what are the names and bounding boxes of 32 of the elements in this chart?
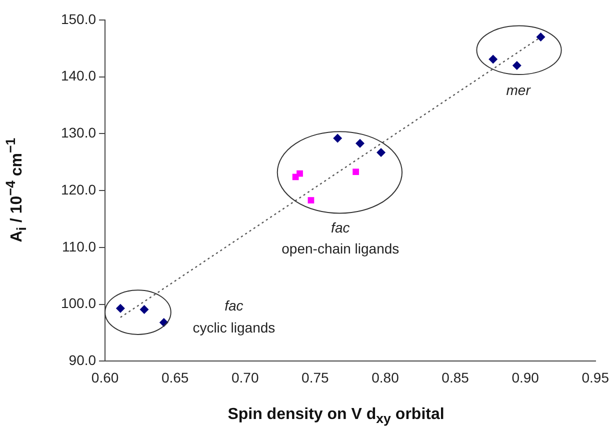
annotation: cyclic ligands <box>192 320 276 336</box>
x-tick-label: 0.80 <box>372 369 400 386</box>
annotation: open-chain ligands <box>282 240 400 257</box>
point <box>140 304 149 314</box>
y-tick-label: 150.0 <box>60 10 96 27</box>
point <box>333 134 342 143</box>
point <box>536 32 546 42</box>
y-tick-label: 120.0 <box>60 181 96 198</box>
point <box>488 54 498 64</box>
point <box>308 197 314 204</box>
y-tick-label: 100.0 <box>60 295 96 312</box>
point <box>116 304 125 313</box>
y-tick-label: 110.0 <box>62 238 96 254</box>
x-tick-label: 0.70 <box>232 369 259 386</box>
point <box>512 60 522 70</box>
x-tick-label: 0.90 <box>512 369 540 386</box>
x-tick-label: 0.75 <box>302 369 330 386</box>
x-tick-label: 0.95 <box>582 369 610 386</box>
annotation: mer <box>506 82 532 98</box>
y-tick-label: 130.0 <box>60 124 96 141</box>
point <box>352 168 359 176</box>
y-tick-label: 90.0 <box>68 352 96 368</box>
y-tick-label: 140.0 <box>60 68 96 84</box>
point <box>356 138 365 148</box>
x-tick-label: 0.85 <box>442 369 470 386</box>
point <box>376 148 386 157</box>
x-tick-label: 0.65 <box>161 369 189 386</box>
x-tick-label: 0.60 <box>91 369 119 386</box>
annotation: fac <box>331 220 350 236</box>
annotation: fac <box>224 298 244 314</box>
x-axis-title: Spin density on V d$_{xy}$ orbital <box>226 406 446 426</box>
point <box>296 170 303 177</box>
